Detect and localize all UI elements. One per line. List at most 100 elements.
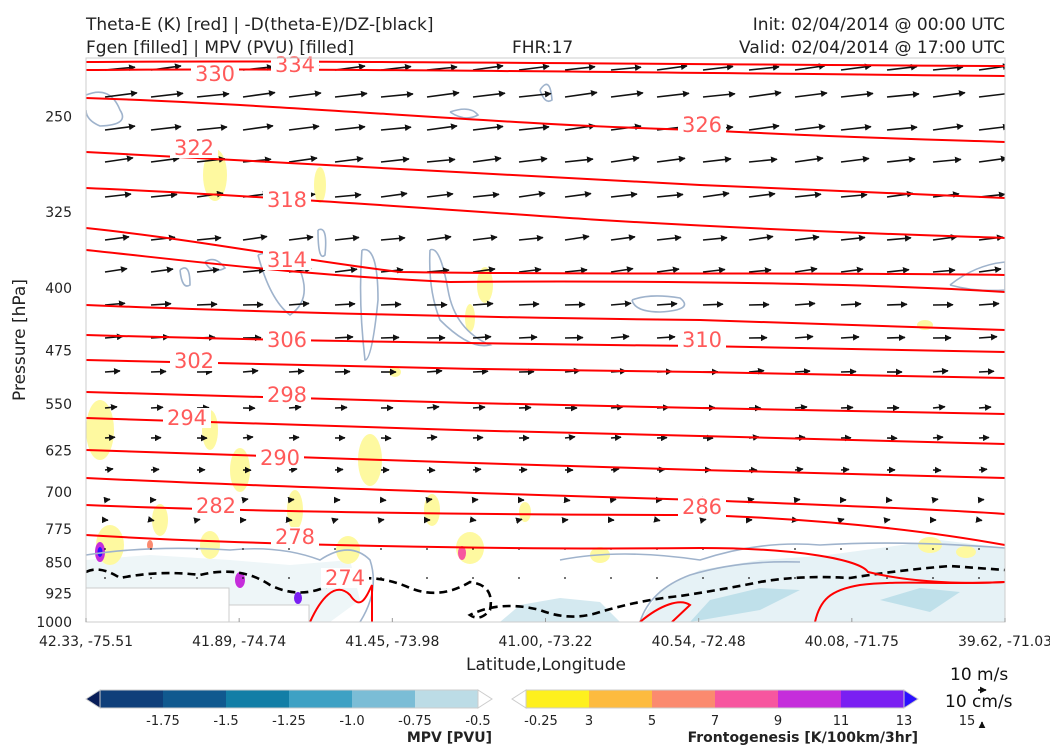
wind-vector xyxy=(886,577,888,579)
frontogenesis-region xyxy=(287,490,303,530)
wind-vector xyxy=(197,519,200,520)
wind-vector xyxy=(656,577,658,579)
x-tick-label: 41.00, -73.22 xyxy=(498,634,592,650)
wind-vector xyxy=(703,519,706,520)
wind-vector xyxy=(151,407,163,408)
wind-vector xyxy=(381,337,399,338)
wind-vector xyxy=(565,500,570,501)
wind-vector xyxy=(335,337,353,338)
theta-e-label: 314 xyxy=(267,248,307,272)
wind-vector xyxy=(886,548,888,550)
y-tick-label: 250 xyxy=(45,109,72,125)
wind-vector xyxy=(242,548,244,550)
colorbar-swatch xyxy=(163,690,227,708)
x-tick-label: 41.45, -73.98 xyxy=(345,634,439,650)
wind-vector xyxy=(703,304,723,305)
theta-e-label: 326 xyxy=(682,113,722,137)
wind-vector xyxy=(979,371,994,372)
colorbar-tick-label: 15 xyxy=(959,714,976,729)
theta-e-label: 282 xyxy=(196,494,236,518)
wind-vector xyxy=(105,437,115,438)
x-tick-label: 39.62, -71.03 xyxy=(958,634,1050,650)
wind-vector xyxy=(840,548,842,550)
forecast-hour: FHR:17 xyxy=(512,38,573,58)
colorbar-swatch xyxy=(226,690,290,708)
wind-vector xyxy=(887,304,907,305)
wind-vector xyxy=(334,548,336,550)
wind-vector xyxy=(473,469,481,470)
wind-vector xyxy=(243,437,253,438)
wind-vector xyxy=(748,577,750,579)
wind-vector xyxy=(657,520,660,521)
y-tick-label: 775 xyxy=(45,522,72,538)
colorbar-tick-label: 3 xyxy=(585,714,593,729)
theta-e-label: 298 xyxy=(267,383,307,407)
theta-e-label: 286 xyxy=(682,495,722,519)
wind-vector xyxy=(243,499,248,500)
frontogenesis-region xyxy=(294,592,302,604)
colorbar-tick-label: 13 xyxy=(896,714,913,729)
colorbar-swatch xyxy=(526,690,590,708)
colorbar-tick-label: -1.25 xyxy=(272,714,306,729)
wind-vector xyxy=(932,548,934,550)
wind-vector xyxy=(841,469,849,470)
colorbar-swatch xyxy=(652,690,716,708)
wind-vector xyxy=(380,577,382,579)
y-tick-label: 475 xyxy=(45,344,72,360)
theta-e-label: 294 xyxy=(167,406,207,430)
frontogenesis-region xyxy=(918,537,942,553)
wind-vector xyxy=(380,548,382,550)
colorbar-swatch xyxy=(352,690,416,708)
y-tick-label: 700 xyxy=(45,485,72,501)
frontogenesis-region xyxy=(956,546,976,558)
wind-vector xyxy=(840,577,842,579)
colorbar-extend-max xyxy=(904,690,918,708)
wind-vector xyxy=(702,577,704,579)
colorbar-tick-label: -1.0 xyxy=(339,714,364,729)
colorbar-swatch xyxy=(589,690,653,708)
wind-vector xyxy=(933,437,943,438)
terrain-block xyxy=(229,605,309,622)
frontogenesis-region xyxy=(200,531,220,559)
plot-area xyxy=(86,58,1011,622)
wind-vector xyxy=(473,438,483,439)
wind-vector xyxy=(565,304,585,305)
wind-vector xyxy=(519,304,539,305)
frontogenesis-colorbar-title: Frontogenesis [K/100km/3hr] xyxy=(688,730,918,746)
theta-e-label: 302 xyxy=(174,349,214,373)
wind-vector xyxy=(794,548,796,550)
wind-vector xyxy=(289,437,299,438)
wind-vector xyxy=(335,407,347,408)
y-tick-label: 550 xyxy=(45,397,72,413)
y-tick-label: 625 xyxy=(45,444,72,460)
wind-vector xyxy=(289,499,294,500)
wind-vector xyxy=(381,304,401,305)
colorbar-swatch xyxy=(715,690,779,708)
y-tick-label: 400 xyxy=(45,281,72,297)
colorbar-tick-label: -1.75 xyxy=(146,714,180,729)
wind-vector xyxy=(288,577,290,579)
wind-vector xyxy=(841,407,853,408)
colorbar-swatch xyxy=(415,690,479,708)
wind-vector xyxy=(887,337,905,338)
wind-vector xyxy=(519,337,537,338)
wind-vector xyxy=(150,548,152,550)
theta-e-label: 318 xyxy=(267,188,307,212)
wind-vector xyxy=(427,499,432,500)
colorbar-tick-label: 9 xyxy=(774,714,782,729)
theta-e-label: 274 xyxy=(325,566,365,590)
wind-vector xyxy=(105,499,110,500)
wind-vector xyxy=(795,371,810,372)
frontogenesis-region xyxy=(424,494,440,526)
wind-vector xyxy=(242,577,244,579)
wind-vector xyxy=(105,469,113,470)
wind-vector xyxy=(518,577,520,579)
wind-vector xyxy=(611,469,619,470)
wind-vector xyxy=(473,407,485,408)
colorbar-swatch xyxy=(100,690,164,708)
theta-e-label: 330 xyxy=(195,62,235,86)
frontogenesis-region xyxy=(314,167,326,203)
x-tick-label: 40.54, -72.48 xyxy=(652,634,746,650)
